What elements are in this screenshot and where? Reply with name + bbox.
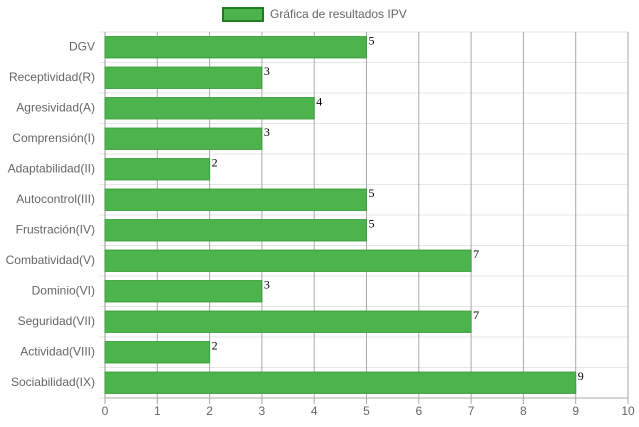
x-tick-label: 2 xyxy=(206,404,213,418)
x-tick-label: 1 xyxy=(154,404,161,418)
data-label: 3 xyxy=(264,125,270,139)
y-tick-label: Comprensión(I) xyxy=(12,131,95,145)
y-tick-label: Sociabilidad(IX) xyxy=(11,375,95,389)
bar xyxy=(104,371,577,394)
y-tick-label: Autocontrol(III) xyxy=(16,192,95,206)
y-tick-label: Dominio(VI) xyxy=(32,283,95,297)
bar xyxy=(104,97,315,120)
bar xyxy=(104,36,367,59)
y-tick-label: Actividad(VIII) xyxy=(20,344,95,358)
x-tick-label: 0 xyxy=(102,404,109,418)
legend-swatch xyxy=(222,7,264,22)
y-tick-label: Receptividad(R) xyxy=(9,70,95,84)
bar xyxy=(104,66,263,89)
y-tick-label: Combatividad(V) xyxy=(6,253,95,267)
data-label: 7 xyxy=(473,247,479,261)
data-label: 5 xyxy=(369,216,375,230)
data-label: 5 xyxy=(369,186,375,200)
x-tick-label: 6 xyxy=(415,404,422,418)
bar xyxy=(104,310,472,333)
bar xyxy=(104,341,211,364)
bar xyxy=(104,280,263,303)
bar xyxy=(104,249,472,272)
x-tick-label: 8 xyxy=(520,404,527,418)
bar xyxy=(104,127,263,150)
data-label: 2 xyxy=(212,155,218,169)
x-tick-label: 9 xyxy=(572,404,579,418)
y-tick-label: Seguridad(VII) xyxy=(18,314,95,328)
x-tick-label: 7 xyxy=(468,404,475,418)
data-label: 9 xyxy=(578,369,584,383)
data-label: 7 xyxy=(473,308,479,322)
data-label: 3 xyxy=(264,277,270,291)
bar xyxy=(104,158,211,181)
legend-label: Gráfica de resultados IPV xyxy=(270,7,407,21)
data-label: 3 xyxy=(264,64,270,78)
y-tick-label: Adaptabilidad(II) xyxy=(8,161,95,175)
x-tick-label: 4 xyxy=(311,404,318,418)
data-label: 4 xyxy=(316,94,322,108)
data-label: 2 xyxy=(212,338,218,352)
x-tick-label: 10 xyxy=(621,404,635,418)
data-label: 5 xyxy=(369,33,375,47)
y-tick-label: Frustración(IV) xyxy=(16,222,95,236)
x-tick-label: 3 xyxy=(259,404,266,418)
x-tick-label: 5 xyxy=(363,404,370,418)
y-tick-label: Agresividad(A) xyxy=(16,100,95,114)
bar xyxy=(104,219,367,242)
y-tick-label: DGV xyxy=(69,39,95,53)
bar xyxy=(104,188,367,211)
